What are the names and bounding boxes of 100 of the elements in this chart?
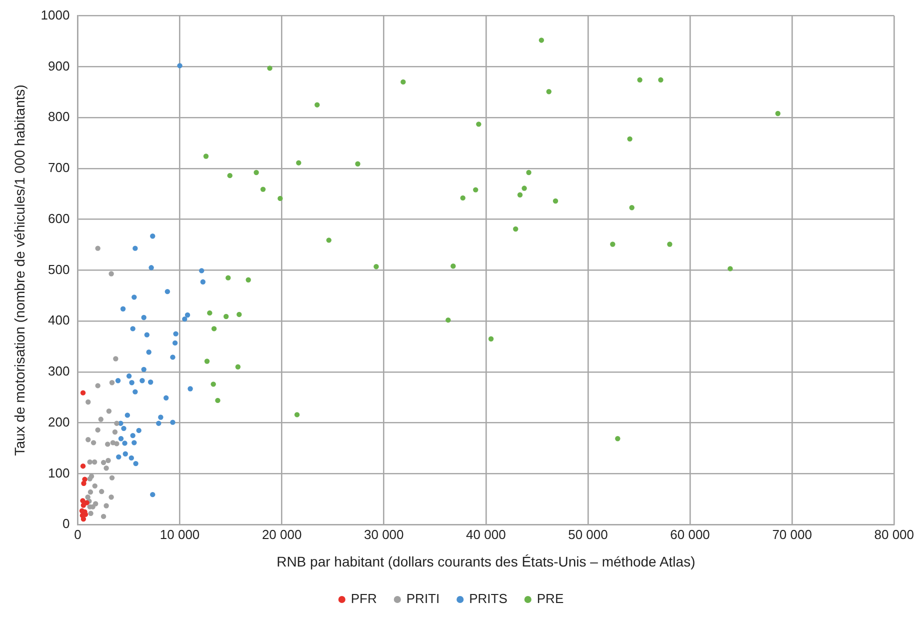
point [400, 79, 406, 85]
y-axis-title: Taux de motorisation (nombre de véhicules/1 000 habitants) [11, 84, 28, 456]
point [92, 483, 98, 489]
point [112, 429, 118, 435]
point [100, 460, 106, 466]
point [144, 332, 150, 338]
point [98, 416, 104, 422]
point [150, 234, 156, 239]
point [141, 314, 146, 320]
point [204, 358, 210, 364]
x-tick-label: 20 000 [262, 526, 302, 542]
point [254, 170, 259, 176]
point [476, 122, 482, 127]
x-tick-label: 80 000 [874, 526, 914, 542]
point [124, 412, 130, 418]
point [184, 312, 190, 318]
point [130, 432, 136, 438]
point [207, 310, 212, 316]
y-tick-label: 0 [62, 516, 70, 532]
point [109, 380, 115, 386]
point [188, 386, 193, 392]
point [488, 336, 494, 342]
x-tick-label: 60 000 [670, 526, 710, 542]
point [130, 326, 136, 332]
point [637, 77, 642, 83]
point [140, 378, 145, 384]
point [90, 440, 96, 446]
point [199, 268, 204, 274]
point [146, 350, 152, 355]
point [121, 426, 126, 432]
point [106, 458, 111, 464]
point [294, 412, 300, 418]
point [355, 161, 360, 166]
x-tick-label: 40 000 [466, 526, 506, 542]
point [95, 383, 100, 388]
point [80, 390, 86, 396]
point [87, 459, 92, 465]
point [104, 503, 109, 508]
point [100, 514, 106, 520]
point [728, 266, 733, 272]
point [170, 354, 176, 360]
point [296, 160, 302, 166]
point [108, 271, 114, 276]
point [95, 427, 100, 433]
point [126, 373, 132, 379]
point [80, 498, 86, 504]
point [133, 460, 138, 466]
y-tick-label: 700 [48, 160, 70, 176]
point [538, 38, 544, 43]
point [86, 437, 91, 442]
point [88, 510, 94, 516]
point [113, 356, 118, 362]
point [106, 408, 112, 414]
point [374, 264, 379, 270]
point [164, 288, 170, 294]
point [116, 454, 122, 460]
point [224, 314, 229, 320]
point [80, 502, 86, 508]
point [132, 246, 138, 251]
point [132, 294, 137, 300]
point [610, 242, 616, 247]
point [236, 312, 242, 318]
point [122, 440, 128, 446]
point [148, 380, 154, 385]
y-tick-label: 800 [48, 109, 70, 124]
point [552, 198, 558, 204]
point [104, 466, 109, 471]
point [163, 395, 169, 401]
point [260, 186, 266, 192]
point [627, 136, 632, 142]
legend-label: PFR [350, 591, 377, 606]
y-tick-label: 1000 [40, 7, 70, 22]
point [108, 494, 114, 500]
point [141, 366, 146, 372]
point [177, 63, 182, 68]
point [446, 317, 451, 323]
point [87, 476, 92, 482]
point [215, 398, 220, 404]
point [775, 110, 780, 116]
point [120, 306, 126, 312]
point [522, 186, 527, 191]
point [132, 389, 138, 394]
legend-label: PRITI [406, 591, 440, 606]
point [81, 480, 86, 486]
point [158, 414, 164, 420]
point [210, 382, 216, 387]
point [88, 489, 94, 495]
point [122, 451, 128, 456]
point [513, 226, 518, 232]
point [211, 326, 217, 332]
point [278, 196, 283, 202]
point [517, 192, 523, 198]
point [150, 492, 156, 498]
point [450, 264, 456, 269]
point [128, 455, 134, 461]
y-tick-label: 100 [48, 465, 70, 480]
point [80, 516, 86, 522]
point [118, 436, 124, 442]
y-tick-label: 400 [48, 312, 70, 328]
point [226, 275, 231, 280]
